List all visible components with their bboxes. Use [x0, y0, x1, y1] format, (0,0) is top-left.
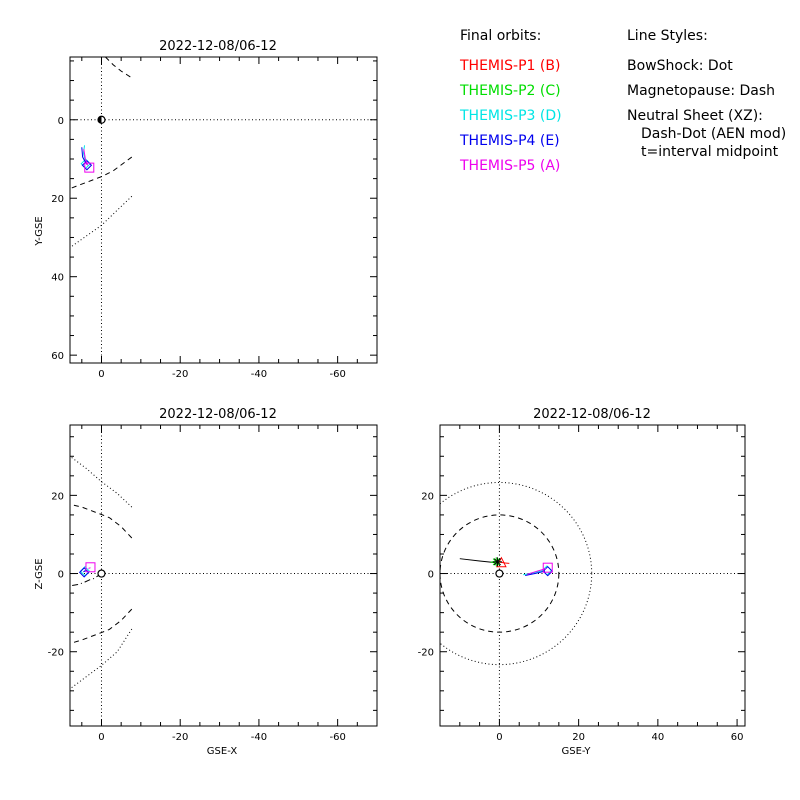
panel-yz: 2022-12-08/06-12 GSE-Y 0 20 40 60 20 0 -20: [418, 407, 746, 757]
square-marker: [84, 162, 95, 173]
bowshock-line: [70, 455, 133, 508]
bowshock-line: [70, 195, 133, 249]
diamond-marker: [542, 565, 553, 577]
y-tick-label: 40: [51, 273, 64, 284]
orbit-line: [88, 567, 91, 569]
bowshock-line: [70, 628, 133, 690]
style-dashdot: Dash-Dot (AEN mod): [641, 126, 786, 142]
orbits-legend: Final orbits: THEMIS-P1 (B) THEMIS-P2 (C…: [459, 28, 562, 174]
dashdot-line: [70, 573, 102, 587]
panel-xy-title: 2022-12-08/06-12: [159, 39, 277, 54]
y-tick-label: 0: [58, 570, 64, 581]
legend-probe-p2: THEMIS-P2 (C): [459, 83, 561, 99]
y-tick-label: 20: [51, 491, 64, 502]
x-tick-label: 0: [98, 732, 104, 743]
magnetopause-line: [105, 57, 134, 79]
x-tick-label: 20: [572, 732, 585, 743]
x-tick-label: -40: [251, 732, 267, 743]
magnetopause-line: [70, 503, 133, 539]
diamond-marker: [81, 160, 93, 171]
x-tick-label: 60: [731, 732, 744, 743]
style-neutral-sheet: Neutral Sheet (XZ):: [627, 108, 763, 124]
earth-night-side: [97, 116, 102, 124]
x-tick-label: -60: [329, 369, 345, 380]
x-tick-label: -20: [172, 369, 188, 380]
style-bowshock: BowShock: Dot: [627, 58, 733, 74]
legend-probe-p1: THEMIS-P1 (B): [459, 58, 560, 74]
earth-icon: [97, 569, 106, 578]
panel-yz-title: 2022-12-08/06-12: [533, 407, 651, 422]
orbit-line: [525, 570, 546, 576]
panel-xz-title: 2022-12-08/06-12: [159, 407, 277, 422]
style-magnetopause: Magnetopause: Dash: [627, 83, 775, 99]
panel-xy-ylabel: Y-GSE: [34, 216, 45, 246]
x-tick-label: -40: [251, 369, 267, 380]
y-tick-label: -20: [418, 648, 434, 659]
plot-frame: [69, 56, 378, 364]
square-marker: [542, 562, 553, 573]
panel-xy: 2022-12-08/06-12 Y-GSE 0 -20 -40 -60 60 40 20 0: [34, 39, 378, 380]
earth-icon: [495, 569, 504, 578]
solid-line: [459, 558, 496, 564]
y-tick-label: 60: [51, 351, 64, 362]
plot-frame: [439, 424, 746, 727]
panel-yz-xlabel: GSE-Y: [562, 746, 592, 757]
magnetopause-line: [70, 156, 133, 190]
x-tick-label: 0: [98, 369, 104, 380]
x-tick-label: 40: [651, 732, 664, 743]
panel-xz-xlabel: GSE-X: [207, 746, 238, 757]
line-styles-title: Line Styles:: [627, 28, 708, 44]
legend-probe-p4: THEMIS-P4 (E): [459, 133, 560, 149]
magnetopause-line: [70, 608, 133, 645]
x-tick-label: 0: [496, 732, 502, 743]
x-tick-label: -20: [172, 732, 188, 743]
y-tick-label: -20: [48, 648, 64, 659]
y-tick-label: 20: [51, 194, 64, 205]
legend-probe-p5: THEMIS-P5 (A): [459, 158, 560, 174]
y-tick-label: 0: [428, 570, 434, 581]
bowshock-boundary: [440, 481, 593, 666]
plot-frame: [69, 424, 378, 727]
panel-xz-ylabel: Z-GSE: [34, 558, 45, 589]
y-tick-label: 20: [421, 491, 434, 502]
style-time-note: t=interval midpoint: [641, 144, 779, 160]
magnetopause-boundary: [440, 514, 560, 633]
line-styles-legend: Line Styles: BowShock: Dot Magnetopause:…: [627, 28, 786, 160]
diamond-marker: [78, 567, 90, 578]
panel-xz: 2022-12-08/06-12 Z-GSE GSE-X 0 -20 -40 -60 2…: [34, 407, 378, 757]
x-tick-label: -60: [329, 732, 345, 743]
square-marker: [85, 562, 96, 573]
legend-probe-p3: THEMIS-P3 (D): [459, 108, 562, 124]
asterisk-marker: [492, 557, 502, 567]
orbits-legend-title: Final orbits:: [460, 28, 541, 44]
y-tick-label: 0: [58, 116, 64, 127]
